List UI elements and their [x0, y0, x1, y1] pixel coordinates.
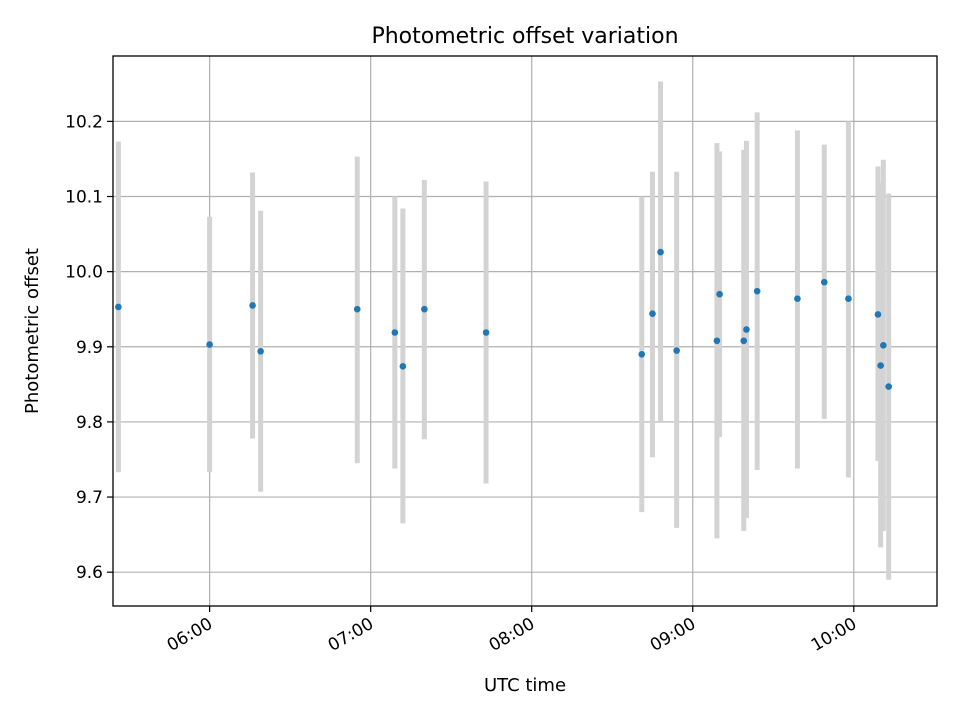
- x-tick-label: 06:00: [164, 614, 216, 656]
- data-point: [716, 290, 723, 298]
- y-tick-label: 9.9: [76, 338, 103, 358]
- data-point: [638, 350, 646, 358]
- data-point: [740, 337, 748, 345]
- y-tick-label: 10.0: [65, 263, 103, 283]
- x-tick-label: 10:00: [808, 614, 860, 656]
- data-point: [353, 305, 361, 313]
- plot-frame: [112, 55, 938, 607]
- data-point: [257, 347, 264, 355]
- x-tick-label: 08:00: [486, 614, 538, 656]
- data-point: [794, 295, 801, 302]
- data-point: [820, 278, 828, 286]
- y-tick-label: 9.8: [76, 413, 103, 433]
- x-axis-label: UTC time: [484, 675, 566, 696]
- data-point: [115, 303, 122, 311]
- data-point: [880, 341, 887, 349]
- data-point: [206, 341, 213, 348]
- tick-layer: 06:00 07:00 08:00 09:00 10:00 9.6 9.7 9.8 9.9 10.…: [65, 112, 860, 655]
- data-point: [482, 329, 490, 336]
- y-tick-label: 10.2: [65, 112, 103, 132]
- y-tick-label: 10.1: [65, 188, 103, 208]
- y-tick-label: 9.6: [76, 563, 103, 583]
- data-point: [885, 383, 892, 390]
- x-tick-label: 09:00: [647, 614, 699, 656]
- data-point: [657, 248, 664, 256]
- data-point: [421, 305, 428, 313]
- data-point: [874, 311, 882, 318]
- x-tick-label: 07:00: [325, 614, 377, 656]
- data-point: [743, 326, 750, 333]
- data-point: [713, 337, 721, 345]
- data-point: [391, 329, 399, 336]
- data-point: [649, 310, 656, 318]
- errorbar-layer: [115, 81, 892, 580]
- data-point: [753, 287, 761, 295]
- chart-title: Photometric offset variation: [371, 24, 678, 49]
- y-tick-label: 9.7: [76, 488, 103, 508]
- grid-layer: [113, 56, 937, 606]
- data-point: [877, 362, 884, 369]
- data-point: [845, 295, 852, 302]
- y-axis-label: Photometric offset: [22, 248, 43, 414]
- data-point: [399, 363, 407, 370]
- point-layer: [115, 248, 892, 390]
- data-point: [673, 347, 680, 354]
- data-point: [249, 302, 256, 309]
